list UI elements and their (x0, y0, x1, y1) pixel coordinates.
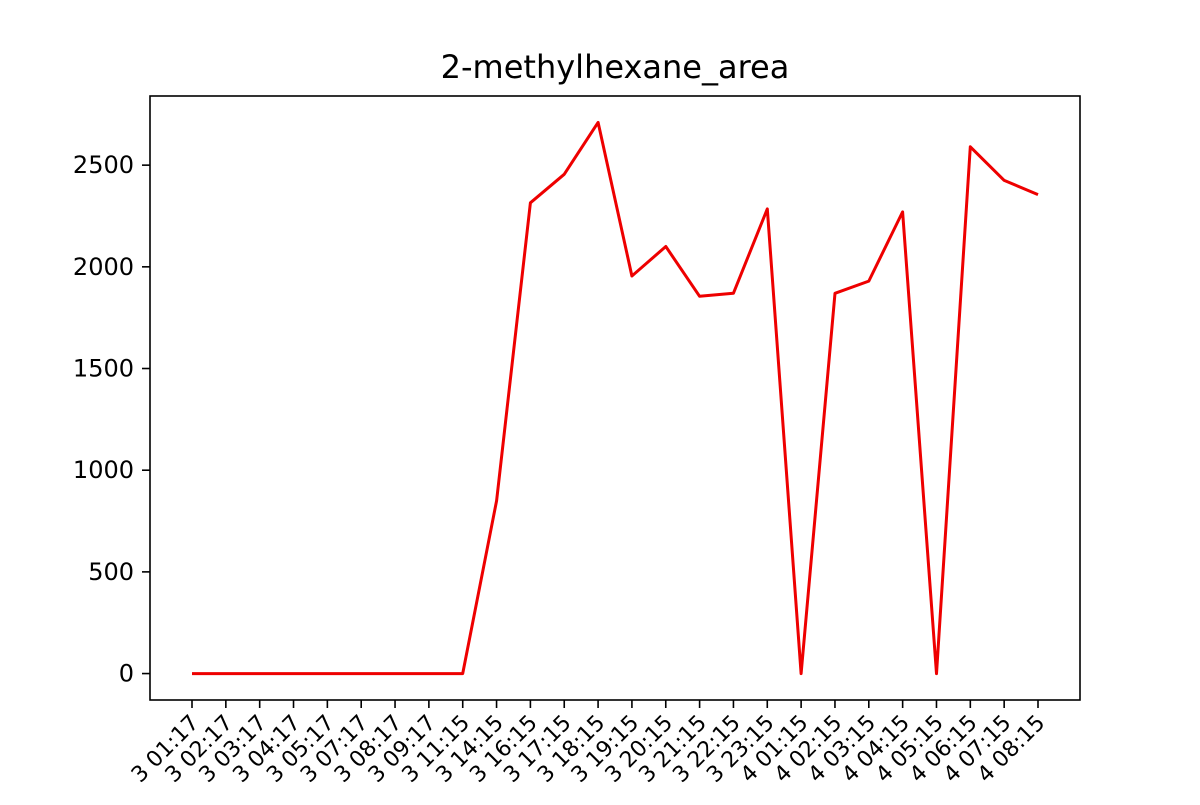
plot-frame (149, 95, 1081, 701)
y-tick-label: 1500 (73, 355, 134, 383)
y-axis: 0 500 1000 1500 2000 2500 (73, 151, 150, 688)
y-tick-label: 2000 (73, 253, 134, 281)
series-layer (192, 120, 1039, 676)
y-tick-label: 2500 (73, 151, 134, 179)
series-line (192, 120, 1039, 676)
chart-title: 2-methylhexane_area (441, 48, 790, 86)
y-tick-label: 1000 (73, 456, 134, 484)
y-tick-label: 500 (88, 558, 134, 586)
y-tick-label: 0 (119, 660, 134, 688)
x-axis: 3 01:173 02:173 03:173 04:173 05:173 07:… (127, 700, 1050, 788)
